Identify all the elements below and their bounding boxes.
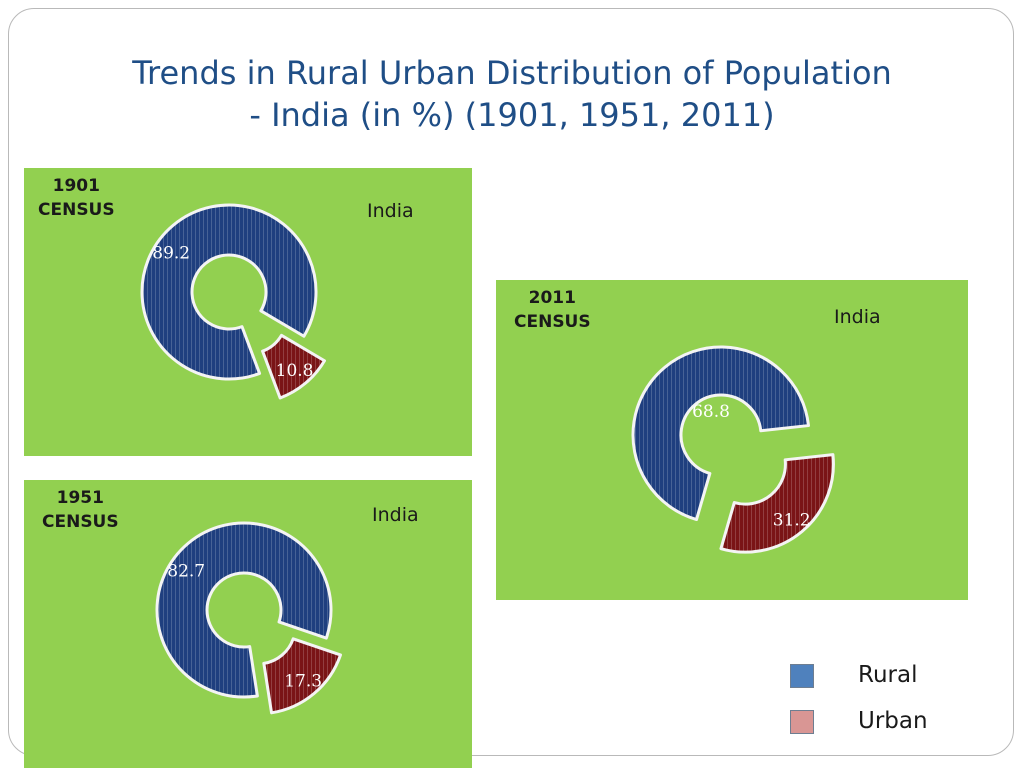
census-label-1901: 1901 CENSUS bbox=[38, 174, 115, 222]
data-label-rural: 68.8 bbox=[692, 402, 730, 422]
panel-1901: 1901 CENSUS India 89.2 10.8 bbox=[24, 168, 472, 456]
region-label-2011: India bbox=[834, 306, 881, 328]
panel-1951: 1951 CENSUS India 82.7 17.3 bbox=[24, 480, 472, 768]
legend-swatch-rural bbox=[790, 664, 814, 688]
census-year-1951: 1951 bbox=[56, 488, 104, 508]
donut-slice-rural bbox=[155, 521, 333, 699]
census-word-2011: CENSUS bbox=[514, 312, 591, 332]
data-label-urban: 31.2 bbox=[773, 510, 811, 530]
donut-chart-2011: 68.8 31.2 bbox=[631, 345, 835, 554]
census-year-1901: 1901 bbox=[52, 176, 100, 196]
census-label-2011: 2011 CENSUS bbox=[514, 286, 591, 334]
donut-slice-urban bbox=[719, 453, 835, 554]
data-label-rural: 82.7 bbox=[167, 562, 205, 582]
census-label-1951: 1951 CENSUS bbox=[42, 486, 119, 534]
title-line-1: Trends in Rural Urban Distribution of Po… bbox=[132, 54, 892, 92]
data-label-urban: 10.8 bbox=[276, 361, 314, 381]
legend-label-urban: Urban bbox=[858, 708, 928, 734]
region-label-1901: India bbox=[367, 200, 414, 222]
donut-chart-1901: 89.2 10.8 bbox=[140, 203, 326, 400]
census-word-1951: CENSUS bbox=[42, 512, 119, 532]
donut-slice-rural bbox=[140, 203, 318, 381]
slide-title: Trends in Rural Urban Distribution of Po… bbox=[40, 52, 984, 136]
census-word-1901: CENSUS bbox=[38, 200, 115, 220]
donut-slice-rural bbox=[631, 345, 810, 522]
title-line-2: - India (in %) (1901, 1951, 2011) bbox=[249, 96, 775, 134]
census-year-2011: 2011 bbox=[528, 288, 576, 308]
panel-2011: 2011 CENSUS India 68.8 31.2 bbox=[496, 280, 968, 600]
donut-slice-urban bbox=[262, 637, 342, 715]
region-label-1951: India bbox=[372, 504, 419, 526]
legend-swatch-urban bbox=[790, 710, 814, 734]
legend-label-rural: Rural bbox=[858, 662, 918, 688]
data-label-rural: 89.2 bbox=[152, 244, 190, 264]
data-label-urban: 17.3 bbox=[284, 671, 322, 691]
slide-frame bbox=[8, 8, 1014, 756]
donut-slice-urban bbox=[261, 333, 326, 400]
donut-chart-1951: 82.7 17.3 bbox=[155, 521, 342, 715]
